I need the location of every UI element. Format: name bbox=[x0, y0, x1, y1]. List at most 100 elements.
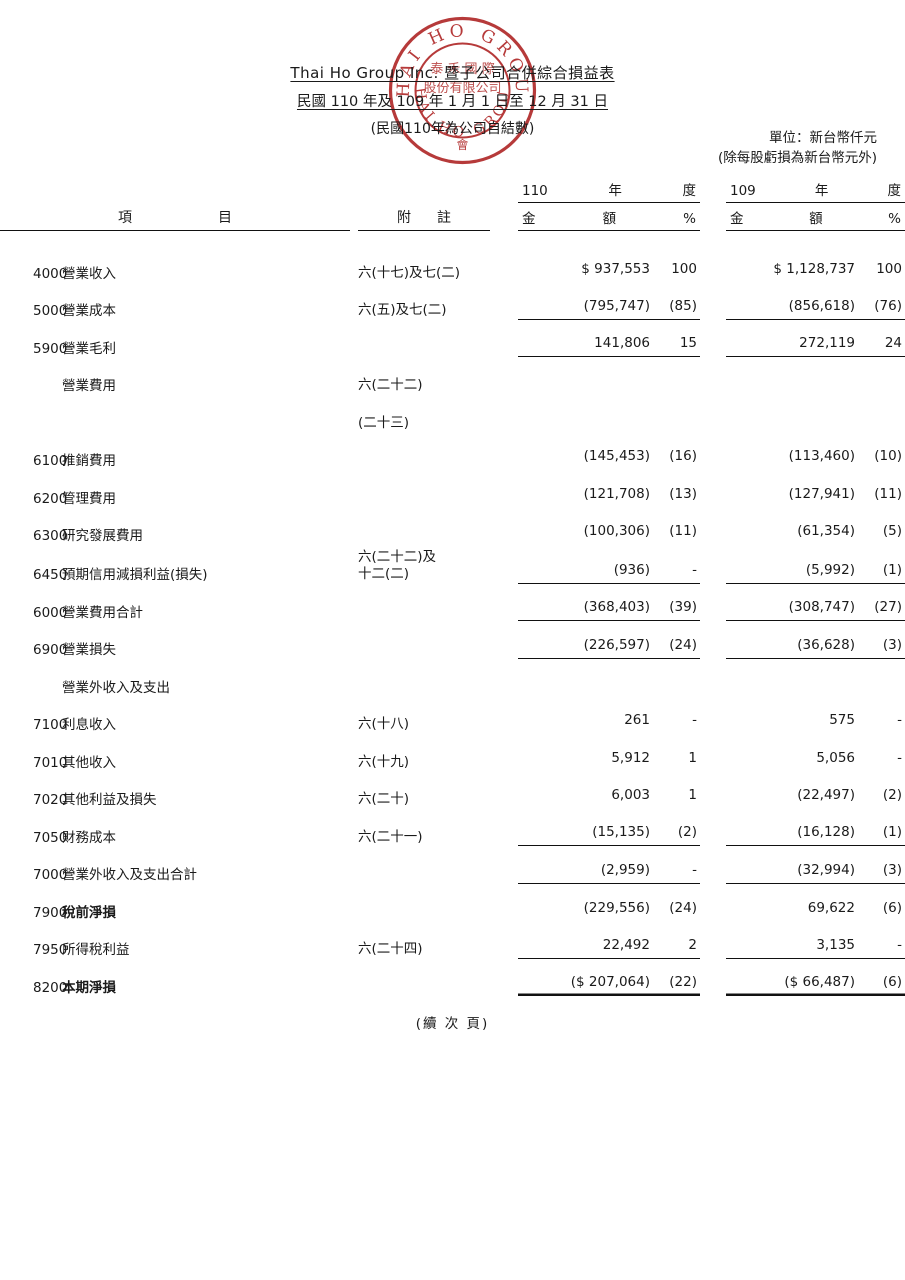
year-110-header: 110 年 度 bbox=[518, 176, 700, 203]
row-amount-109 bbox=[726, 394, 861, 432]
row-amount-109 bbox=[726, 658, 861, 696]
year-110-subheader: 金 額 % bbox=[518, 202, 700, 231]
row-gap bbox=[490, 507, 518, 545]
row-percent-110 bbox=[656, 357, 700, 395]
amount-header-left-110: 金 bbox=[522, 210, 536, 227]
svg-text:會: 會 bbox=[456, 138, 468, 152]
row-amount-110: (145,453) bbox=[583, 448, 650, 464]
row-percent-110: - bbox=[656, 845, 700, 884]
row-note-reference: 六(十八) bbox=[358, 716, 410, 732]
row-amount-109: $ 1,128,737 bbox=[773, 260, 855, 277]
row-gap bbox=[700, 846, 726, 884]
row-gap bbox=[490, 958, 518, 996]
row-note-reference bbox=[358, 958, 490, 996]
row-amount-109: (22,497) bbox=[797, 787, 855, 803]
row-gap bbox=[700, 658, 726, 696]
row-item-label: 所得稅利益 bbox=[62, 942, 130, 958]
year-110-du: 度 bbox=[682, 182, 697, 199]
row-percent-110: (24) bbox=[669, 899, 697, 916]
svg-text:股份有限公司: 股份有限公司 bbox=[423, 81, 501, 96]
row-account-code: 7020 bbox=[33, 792, 68, 808]
row-gap bbox=[350, 432, 358, 470]
row-gap bbox=[700, 432, 726, 470]
row-note-reference bbox=[358, 507, 490, 545]
row-gap bbox=[700, 544, 726, 583]
title-block: Thai Ho Group Inc. 暨子公司合併綜合損益表 民國 110 年及… bbox=[0, 62, 905, 138]
row-gap bbox=[350, 282, 358, 320]
row-note-reference: (二十三) bbox=[358, 414, 410, 431]
row-note-reference bbox=[358, 658, 490, 696]
row-gap bbox=[700, 357, 726, 395]
statement-row: 營業外收入及支出 bbox=[0, 658, 905, 696]
row-gap bbox=[350, 958, 358, 996]
row-gap bbox=[350, 733, 358, 771]
row-percent-109: (6) bbox=[882, 899, 902, 916]
unit-currency: 單位：新台幣仟元 bbox=[769, 130, 877, 146]
row-note-reference bbox=[358, 621, 490, 659]
row-gap bbox=[350, 921, 358, 959]
row-gap bbox=[700, 621, 726, 659]
row-gap bbox=[350, 808, 358, 846]
statement-row: 6900 營業損失 (226,597) (24) (36,628) (3) bbox=[0, 620, 905, 659]
row-amount-110: (368,403) bbox=[518, 583, 656, 621]
row-amount-109 bbox=[726, 357, 861, 395]
row-item-label: 其他收入 bbox=[62, 754, 116, 771]
row-gap bbox=[700, 469, 726, 507]
row-gap bbox=[490, 733, 518, 771]
statement-row: 7010 其他收入 六(十九) 5,912 1 5,056 - bbox=[0, 733, 905, 771]
row-amount-109: (308,747) bbox=[726, 583, 861, 621]
row-amount-110 bbox=[518, 357, 656, 395]
row-note-reference: 六(二十) bbox=[358, 791, 410, 807]
row-amount-110: (229,556) bbox=[583, 899, 650, 916]
unit-exception: (除每股虧損為新台幣元外) bbox=[717, 150, 877, 166]
statement-row: 營業費用 六(二十二) bbox=[0, 357, 905, 395]
svg-text:泰 禾 國 際: 泰 禾 國 際 bbox=[430, 62, 494, 77]
percent-header-110: % bbox=[683, 210, 696, 227]
row-amount-110 bbox=[518, 394, 656, 432]
statement-basis-note: (民國110年為公司自結數) bbox=[370, 121, 535, 137]
note-header-right: 註 bbox=[437, 209, 451, 226]
statement-row: 6300 研究發展費用 (100,306) (11) (61,354) (5) bbox=[0, 507, 905, 545]
row-account-code: 7050 bbox=[33, 829, 68, 846]
statement-row: 6100 推銷費用 (145,453) (16) (113,460) (10) bbox=[0, 432, 905, 470]
row-gap bbox=[700, 244, 726, 282]
row-item-label: 本期淨損 bbox=[62, 979, 116, 996]
year-109-du: 度 bbox=[887, 182, 902, 199]
row-item-label: 營業外收入及支出 bbox=[62, 679, 170, 696]
row-item-label: 營業毛利 bbox=[62, 340, 116, 357]
row-gap bbox=[700, 507, 726, 545]
item-column-header: 項 目 bbox=[0, 202, 350, 231]
row-note-reference: 六(五)及七(二) bbox=[358, 302, 447, 318]
row-item-label: 營業成本 bbox=[62, 303, 116, 319]
row-account-code: 7100 bbox=[33, 717, 68, 733]
row-note-reference bbox=[358, 432, 490, 470]
year-header-row: 110 年 度 109 年 度 bbox=[0, 176, 905, 203]
row-account-code: 6450 bbox=[33, 567, 68, 583]
statement-row: 5900 營業毛利 141,806 15 272,119 24 bbox=[0, 319, 905, 357]
year-110-number: 110 bbox=[522, 182, 548, 199]
row-account-code: 7900 bbox=[33, 904, 68, 921]
row-gap bbox=[700, 771, 726, 809]
item-header-right: 目 bbox=[218, 209, 232, 226]
row-item-label: 推銷費用 bbox=[62, 453, 116, 469]
row-percent-109: (1) bbox=[861, 808, 905, 846]
row-amount-109: (113,460) bbox=[788, 448, 855, 464]
row-percent-110 bbox=[656, 658, 700, 696]
row-gap bbox=[490, 621, 518, 659]
statement-row: 7050 財務成本 六(二十一) (15,135) (2) (16,128) (1) bbox=[0, 808, 905, 846]
statement-row: 7950 所得稅利益 六(二十四) 22,492 2 3,135- bbox=[0, 920, 905, 959]
row-gap bbox=[350, 507, 358, 545]
row-note-reference: 六(二十二) bbox=[358, 377, 423, 393]
row-account-code: 7000 bbox=[33, 867, 68, 883]
row-note-reference bbox=[358, 583, 490, 621]
statement-row: 7020 其他利益及損失 六(二十) 6,003 1 (22,497) (2) bbox=[0, 771, 905, 809]
row-percent-110: 100 bbox=[671, 260, 697, 277]
row-account-code: 6100 bbox=[33, 453, 68, 469]
row-gap bbox=[490, 771, 518, 809]
statement-row: 8200 本期淨損 ($ 207,064) (22) ($ 66,487) (6) bbox=[0, 958, 905, 996]
row-gap bbox=[350, 621, 358, 659]
year-109-number: 109 bbox=[730, 182, 756, 199]
row-note-reference: 六(二十二)及 十二(二) bbox=[358, 549, 437, 582]
row-item-label: 利息收入 bbox=[62, 717, 116, 733]
row-gap bbox=[350, 658, 358, 696]
